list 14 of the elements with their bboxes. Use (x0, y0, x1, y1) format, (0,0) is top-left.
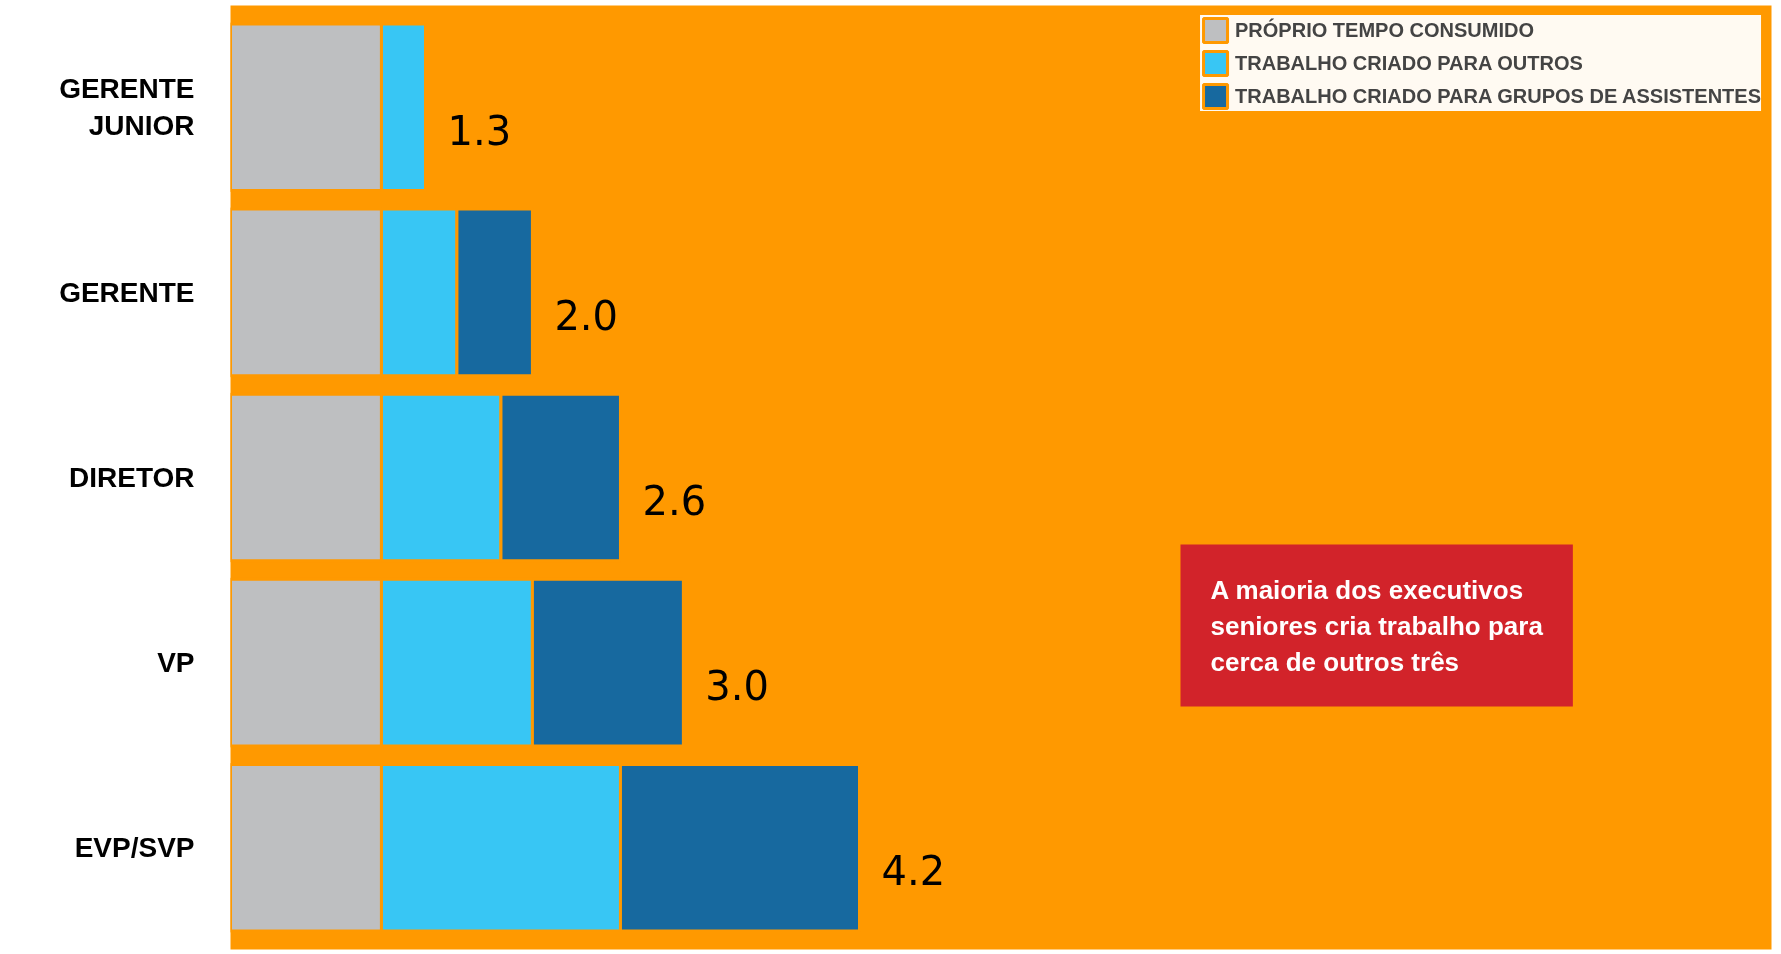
annotation: 2.0 (554, 292, 619, 339)
y-tick-label: DIRETOR (69, 462, 195, 493)
legend-label: TRABALHO CRIADO PARA GRUPOS DE ASSISTENTES (1235, 84, 1761, 108)
annotation: 3.0 (705, 662, 769, 709)
text: A maioria dos executivos seniores cria trabalho para cerca de outros três (1210, 574, 1544, 677)
legend-label: PRÓPRIO TEMPO CONSUMIDO (1235, 18, 1534, 42)
annotation: 2.6 (642, 477, 707, 524)
legend-label: TRABALHO CRIADO PARA OUTROS (1235, 51, 1583, 75)
y-tick-label: VP (157, 647, 195, 679)
annotation: 1.3 (447, 107, 512, 154)
y-tick-label: GERENTE JUNIOR (59, 73, 195, 142)
y-tick-label: GERENTE (59, 276, 195, 308)
annotation: 4.2 (881, 847, 946, 894)
y-tick-label: EVP/SVP (74, 832, 195, 864)
